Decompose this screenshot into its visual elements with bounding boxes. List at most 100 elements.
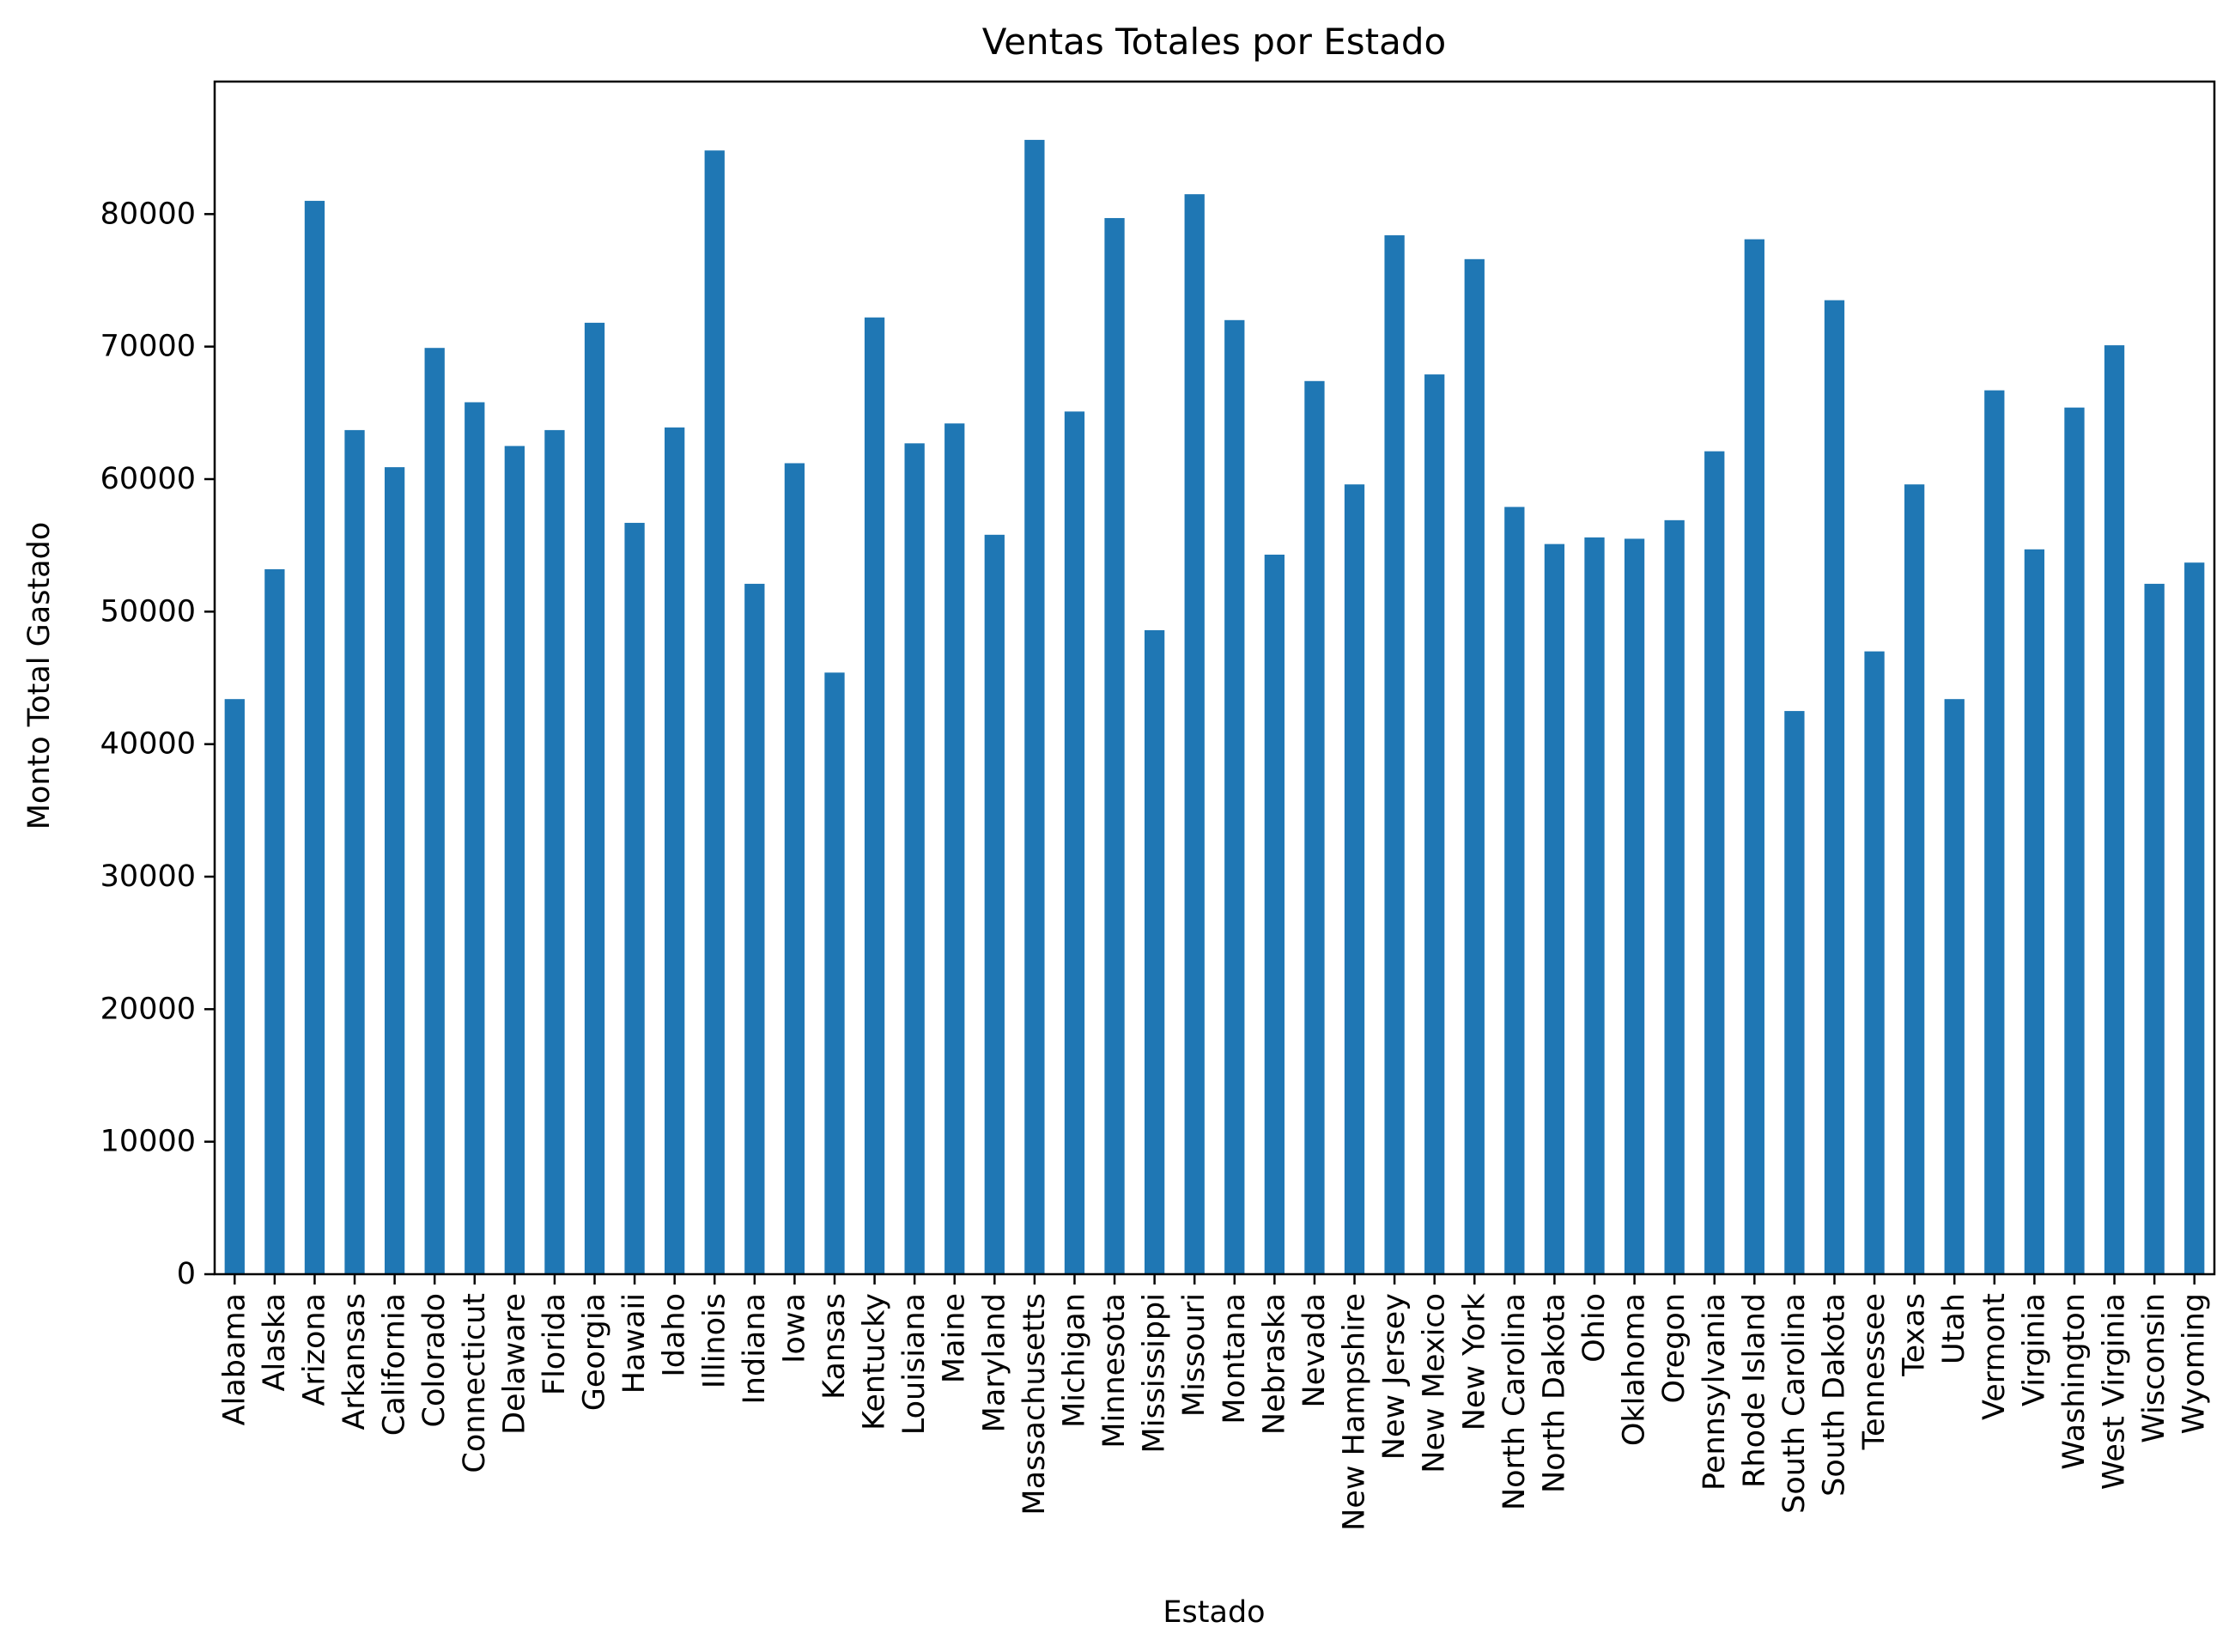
bar-delaware [504,446,525,1274]
x-tick-label: Alabama [217,1293,252,1425]
x-tick-label: Colorado [417,1293,452,1427]
x-tick-label: Montana [1218,1293,1252,1424]
x-tick-label: South Dakota [1817,1293,1851,1497]
x-tick-label: Oklahoma [1618,1293,1652,1446]
bar-indiana [744,583,765,1274]
x-tick-label: North Dakota [1537,1293,1571,1493]
bar-utah [1944,699,1965,1274]
bar-montana [1224,319,1245,1274]
bar-mississippi [1144,629,1165,1274]
bar-pennsylvania [1704,451,1725,1274]
bar-south-carolina [1784,711,1805,1274]
x-tick-label: Virginia [2017,1293,2051,1406]
x-tick-label: Delaware [497,1293,531,1435]
x-tick-label: Connecticut [458,1293,492,1473]
bar-oklahoma [1624,538,1645,1274]
y-tick-label: 40000 [100,727,196,762]
x-tick-label: New Mexico [1418,1293,1452,1473]
bar-florida [544,429,565,1274]
x-tick-label: West Virginia [2098,1293,2132,1490]
bar-arizona [304,200,325,1274]
bar-north-dakota [1544,544,1565,1274]
bar-nebraska [1264,554,1285,1274]
x-tick-label: Arizona [297,1293,331,1406]
bar-kentucky [864,317,885,1275]
bar-louisiana [904,443,925,1274]
x-tick-label: Rhode Island [1737,1293,1771,1488]
bar-california [384,467,405,1274]
bar-maryland [984,534,1005,1274]
bar-wisconsin [2144,583,2165,1274]
bar-nevada [1304,380,1325,1274]
x-tick-label: Wyoming [2177,1293,2212,1434]
bar-virginia [2024,549,2045,1274]
x-tick-label: Maryland [977,1293,1011,1432]
x-tick-label: Missouri [1177,1293,1212,1417]
y-tick-label: 60000 [100,462,196,496]
x-tick-label: Iowa [777,1293,811,1364]
x-tick-label: Tennessee [1857,1293,1892,1450]
y-tick-label: 10000 [100,1125,196,1159]
bar-colorado [424,348,445,1275]
x-tick-label: Alaska [258,1293,292,1391]
bar-texas [1904,484,1925,1274]
x-tick-label: Mississippi [1138,1293,1172,1453]
x-tick-label: Illinois [697,1293,732,1388]
x-tick-label: Maine [938,1293,972,1383]
bar-new-york [1464,258,1485,1274]
x-tick-label: Kansas [817,1293,852,1400]
bar-michigan [1064,411,1085,1274]
x-tick-label: New Jersey [1377,1293,1412,1460]
x-tick-label: Washington [2057,1293,2092,1470]
bar-minnesota [1104,217,1125,1275]
y-tick-label: 70000 [100,330,196,364]
bar-new-mexico [1424,374,1445,1275]
x-tick-label: Arkansas [337,1293,372,1430]
x-tick-label: Utah [1937,1293,1971,1364]
x-tick-label: Georgia [578,1293,612,1411]
x-tick-label: Wisconsin [2137,1293,2171,1443]
bar-oregon [1664,519,1685,1274]
x-tick-label: Idaho [658,1293,692,1377]
x-tick-label: Florida [537,1293,572,1395]
bar-georgia [584,322,605,1274]
x-tick-label: Indiana [738,1293,772,1405]
bar-wyoming [2184,562,2205,1274]
x-tick-label: Massachusetts [1017,1293,1052,1515]
y-tick-label: 50000 [100,594,196,629]
x-tick-label: California [378,1293,412,1436]
bar-alaska [264,568,285,1274]
bars-group [224,139,2205,1275]
plot-frame [213,80,2216,1276]
x-tick-label: Nebraska [1257,1293,1291,1435]
x-tick-label: North Carolina [1497,1293,1532,1510]
bar-maine [944,423,965,1274]
x-tick-label: Pennsylvania [1698,1293,1732,1491]
bar-massachusetts [1024,139,1045,1274]
y-tick-label: 20000 [100,992,196,1026]
y-tick-label: 30000 [100,859,196,894]
chart-title: Ventas Totales por Estado [982,21,1446,63]
bar-alabama [224,699,245,1274]
bar-idaho [665,427,685,1274]
x-tick-label: New Hampshire [1338,1293,1372,1531]
bar-south-dakota [1824,300,1845,1274]
x-tick-label: South Carolina [1777,1293,1812,1514]
bar-missouri [1184,194,1205,1275]
bar-iowa [784,463,805,1274]
bar-washington [2064,407,2085,1274]
bar-kansas [824,672,845,1274]
bar-rhode-island [1744,239,1764,1274]
bar-ohio [1584,537,1605,1274]
bar-west-virginia [2104,345,2125,1274]
bar-north-carolina [1504,507,1525,1274]
x-tick-label: New York [1457,1292,1491,1430]
x-tick-label: Louisiana [897,1293,932,1435]
y-axis-ticks: 0 10000 20000 30000 40000 50000 60000 70000 8000… [100,197,215,1291]
x-tick-label: Texas [1898,1293,1932,1377]
x-tick-label: Kentucky [858,1293,892,1430]
x-tick-label: Michigan [1057,1293,1091,1428]
y-tick-label: 80000 [100,197,196,231]
bar-new-hampshire [1344,484,1365,1274]
